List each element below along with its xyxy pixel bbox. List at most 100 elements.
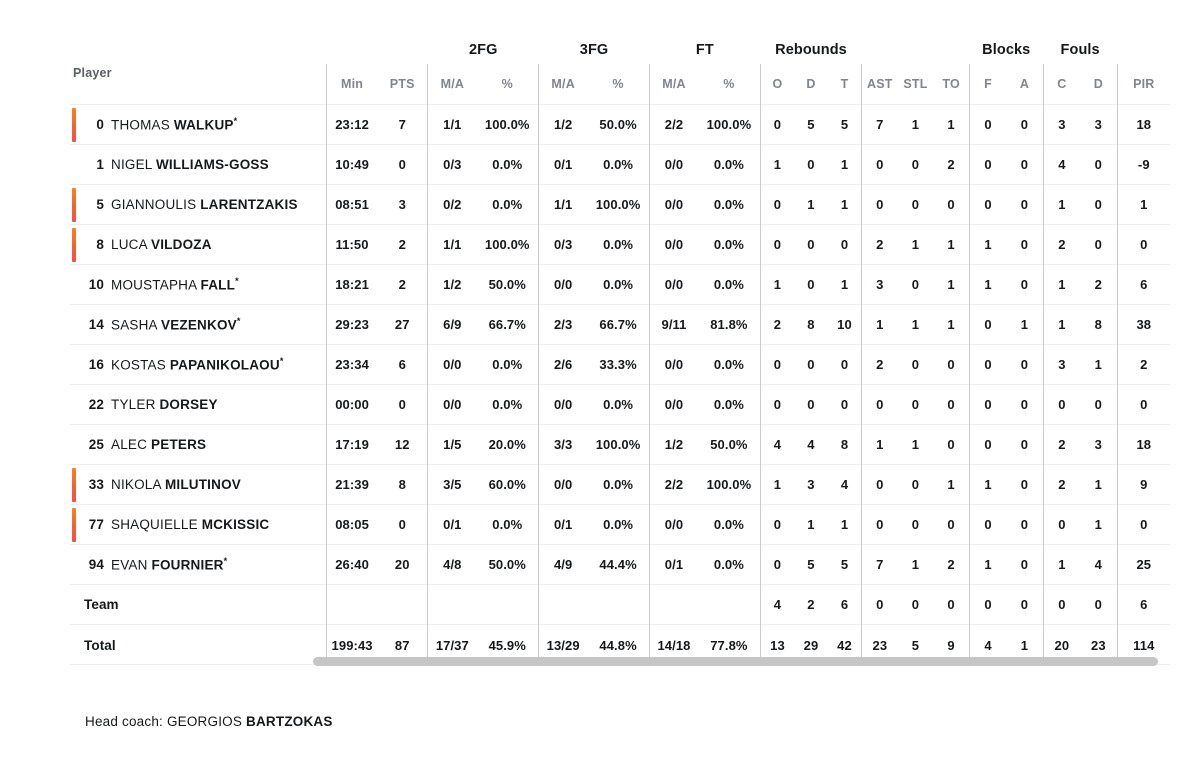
stat-foul-d: 0 [1080,383,1118,424]
player-note-asterisk: * [233,115,238,126]
stat-reb-d: 1 [794,503,828,544]
player-cell[interactable]: 25 ALEC PETERS [70,423,327,464]
stat-to: 0 [933,503,970,544]
table-row[interactable]: 1 NIGEL WILLIAMS-GOSS 10:49 0 0/3 0.0% 0/1 0.0%… [70,143,1170,184]
column-header-2fg-ma[interactable]: M/A [427,64,477,104]
stat-reb-t: 0 [827,383,862,424]
player-cell[interactable]: 33 NIKOLA MILUTINOV [70,463,327,504]
column-header-reb-d[interactable]: D [806,76,816,91]
stat-pts: 27 [377,303,428,344]
stat-reb-d: 0 [794,343,828,384]
stat-3fg-pct: 44.4% [587,543,650,584]
stat-pts: 20 [377,543,428,584]
table-row[interactable]: 33 NIKOLA MILUTINOV 21:39 8 3/5 60.0% 0/0 0.0% 2… [70,463,1170,504]
table-row[interactable]: 94 EVAN FOURNIER* 26:40 20 4/8 50.0% 4/9 44.4% 0… [70,543,1170,584]
player-cell[interactable]: 0 THOMAS WALKUP* [70,103,327,144]
player-cell[interactable]: 77 SHAQUIELLE MCKISSIC [70,503,327,544]
column-header-blk-a[interactable]: A [1019,76,1030,91]
stat-to: 1 [933,463,970,504]
player-number: 14 [88,317,104,333]
column-header-ast[interactable]: AST [861,64,898,104]
stat-reb-t: 0 [827,223,862,264]
stat-blk-a: 0 [1006,183,1044,224]
stat-reb-o: 4 [759,423,795,464]
stat-blk-a: 0 [1006,503,1044,544]
column-header-ft-ma[interactable]: M/A [648,64,699,104]
player-first-name: KOSTAS [111,357,170,373]
column-header-reb-t[interactable]: T [840,76,849,91]
column-header-player[interactable]: Player [73,66,112,80]
stat-pts: 2 [377,263,428,304]
player-last-name: WILLIAMS-GOSS [155,156,269,172]
horizontal-scrollbar[interactable] [313,657,1158,666]
column-header-to[interactable]: TO [942,76,960,91]
stat-reb-t: 8 [827,423,862,464]
column-header-3fg-pct[interactable]: % [612,76,624,91]
stat-reb-t: 5 [827,543,862,584]
stat-reb-d: 8 [794,303,828,344]
table-row[interactable]: 10 MOUSTAPHA FALL* 18:21 2 1/2 50.0% 0/0 0.0% 0/… [70,263,1170,304]
column-header-pir[interactable]: PIR [1116,64,1170,104]
player-cell[interactable]: 22 TYLER DORSEY [70,383,327,424]
stat-min: 08:05 [326,503,378,544]
column-header-pts[interactable]: PTS [389,76,415,91]
player-last-name: FOURNIER [151,557,224,573]
player-first-name: EVAN [111,557,152,573]
stat-foul-d: 1 [1080,503,1118,544]
column-header-blk-f[interactable]: F [968,64,1007,104]
stat-pir: 0 [1116,383,1170,424]
stat-ft-pct: 0.0% [698,223,761,264]
column-header-ft-pct[interactable]: % [723,76,735,91]
table-row[interactable]: 25 ALEC PETERS 17:19 12 1/5 20.0% 3/3 100.0% 1/2… [70,423,1170,464]
stat-reb-t: 5 [827,103,862,144]
table-row[interactable]: 14 SASHA VEZENKOV* 29:23 27 6/9 66.7% 2/3 66.7%… [70,303,1170,344]
stat-reb-d: 0 [794,263,828,304]
stat-blk-f: 0 [968,343,1007,384]
player-cell[interactable]: 14 SASHA VEZENKOV* [70,303,327,344]
stat-min: 00:00 [326,383,378,424]
player-cell[interactable]: 1 NIGEL WILLIAMS-GOSS [70,143,327,184]
stat-pts: 3 [377,183,428,224]
table-row[interactable]: 5 GIANNOULIS LARENTZAKIS 08:51 3 0/2 0.0% 1/1 1… [70,183,1170,224]
stat-reb-t: 1 [827,503,862,544]
stat-3fg-pct: 0.0% [587,383,650,424]
column-header-stl[interactable]: STL [903,76,928,91]
stat-to: 1 [933,223,970,264]
stat-2fg-ma: 0/3 [427,143,477,184]
stat-to: 1 [933,303,970,344]
player-cell[interactable]: 5 GIANNOULIS LARENTZAKIS [70,183,327,224]
table-row[interactable]: 0 THOMAS WALKUP* 23:12 7 1/1 100.0% 1/2 50.0% 2/… [70,103,1170,144]
player-cell[interactable]: 8 LUCA VILDOZA [70,223,327,264]
stat-foul-c: 1 [1042,183,1081,224]
column-header-foul-d[interactable]: D [1093,76,1103,91]
column-header-3fg-ma[interactable]: M/A [538,64,588,104]
column-header-reb-o[interactable]: O [759,64,795,104]
player-cell[interactable]: 16 KOSTAS PAPANIKOLAOU* [70,343,327,384]
table-row[interactable]: 77 SHAQUIELLE MCKISSIC 08:05 0 0/1 0.0% 0/1 0.0… [70,503,1170,544]
stat-pir: 18 [1116,103,1170,144]
stat-3fg-ma: 0/1 [538,143,588,184]
stat-2fg-pct: 0.0% [476,383,539,424]
team-foul-d: 0 [1080,583,1118,624]
stat-3fg-ma: 1/1 [538,183,588,224]
stat-reb-d: 4 [794,423,828,464]
player-note-asterisk: * [235,275,239,286]
group-header-rebounds: Rebounds [775,42,847,58]
stat-stl: 1 [897,303,934,344]
table-row[interactable]: 8 LUCA VILDOZA 11:50 2 1/1 100.0% 0/3 0.0% 0/0 0.… [70,223,1170,264]
table-row[interactable]: 16 KOSTAS PAPANIKOLAOU* 23:34 6 0/0 0.0% 2/6 33… [70,343,1170,384]
team-reb-d: 2 [794,583,828,624]
table-row[interactable]: 22 TYLER DORSEY 00:00 0 0/0 0.0% 0/0 0.0% 0/0 0.0… [70,383,1170,424]
column-header-2fg-pct[interactable]: % [501,76,513,91]
player-first-name: SASHA [111,317,161,333]
player-cell[interactable]: 94 EVAN FOURNIER* [70,543,327,584]
column-header-foul-c[interactable]: C [1042,64,1081,104]
stat-foul-d: 1 [1080,343,1118,384]
column-header-min[interactable]: Min [326,64,378,104]
player-cell[interactable]: 10 MOUSTAPHA FALL* [70,263,327,304]
stat-min: 10:49 [326,143,378,184]
stat-3fg-ma: 1/2 [538,103,588,144]
scrollbar-thumb[interactable] [313,657,1158,666]
stat-pir: 2 [1116,343,1170,384]
stat-ft-pct: 0.0% [698,143,761,184]
